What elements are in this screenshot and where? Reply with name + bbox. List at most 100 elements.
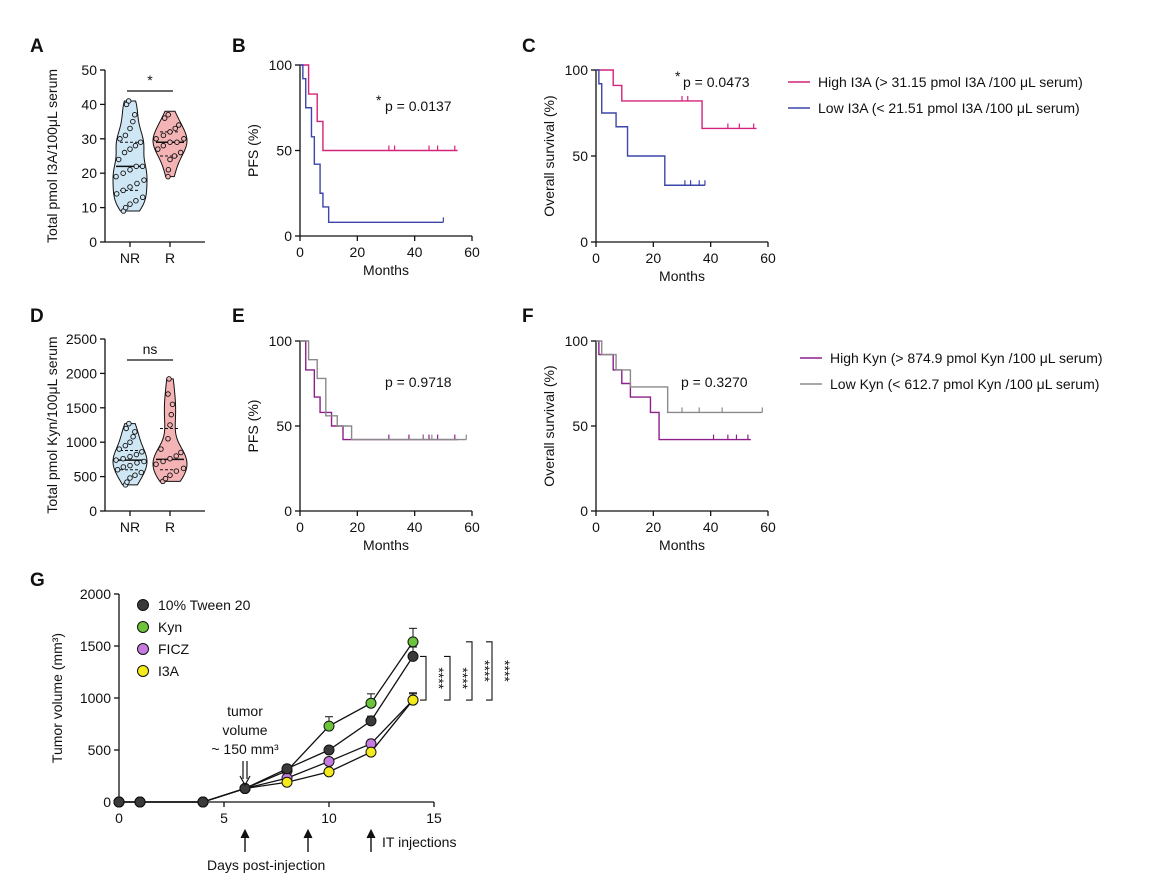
surv-x-tick-label: 20 xyxy=(646,250,662,266)
x-tick-label: R xyxy=(165,250,175,266)
significance-label: **** xyxy=(477,660,493,682)
data-point xyxy=(171,153,178,159)
data-point xyxy=(120,187,126,194)
data-point xyxy=(127,167,133,173)
surv-y-tick-label: 100 xyxy=(269,57,293,73)
panel-label-e: E xyxy=(232,306,245,327)
significance-label: ns xyxy=(143,341,158,357)
point-tween xyxy=(407,650,419,662)
x-tick-label: NR xyxy=(120,250,140,266)
data-point xyxy=(160,458,166,465)
data-point xyxy=(115,156,122,163)
data-point xyxy=(127,462,133,469)
injection-label: IT injections xyxy=(382,834,456,850)
legend-i3a: High I3A (> 31.15 pmol I3A /100 μL serum… xyxy=(788,74,1083,116)
panel-label-c: C xyxy=(522,36,536,57)
km-curve-high-kyn xyxy=(596,340,751,441)
data-point xyxy=(127,439,133,445)
violin-y-tick-label: 0 xyxy=(89,234,97,250)
violin-y-tick-label: 500 xyxy=(74,469,98,485)
data-point xyxy=(127,201,133,207)
violin-chart-kyn: 0 500 1000 1500 2000 2500 Total pmol Kyn/100μL… xyxy=(44,331,205,535)
data-point xyxy=(155,146,161,152)
violin-y-tick-label: 2500 xyxy=(66,331,97,347)
tumor-y-tick-label: 2000 xyxy=(80,586,111,602)
data-point xyxy=(160,132,167,139)
data-point xyxy=(173,468,180,474)
data-point xyxy=(122,442,129,449)
tumor-volume-chart: 0 500 1000 1500 2000 0 5 10 15 Tumor volume (mm³)… xyxy=(49,586,513,873)
data-point xyxy=(161,115,168,121)
point-tween xyxy=(365,715,377,727)
point-kyn xyxy=(323,720,335,732)
violin-y-tick-label: 1500 xyxy=(66,400,97,416)
data-point xyxy=(139,163,146,170)
legend-label-ficz: FICZ xyxy=(158,641,190,657)
data-point xyxy=(167,156,173,163)
point-tween xyxy=(323,744,335,756)
annotation-line-1: tumor xyxy=(227,703,263,719)
data-point xyxy=(133,451,140,458)
data-point xyxy=(137,139,144,145)
km-curve-high-i3a xyxy=(300,64,458,152)
significance-label: **** xyxy=(497,660,513,682)
tumor-x-tick-label: 15 xyxy=(426,810,442,826)
tumor-y-tick-label: 500 xyxy=(88,742,112,758)
significance-star: * xyxy=(675,68,681,84)
pfs-chart-i3a: 0 50 100 0 20 40 60 Months PFS (%) * p = 0.0137 xyxy=(245,57,480,278)
panel-label-g: G xyxy=(30,570,45,591)
surv-x-tick-label: 0 xyxy=(592,519,600,535)
data-point xyxy=(127,125,133,132)
data-point xyxy=(134,180,140,187)
violin-y-tick-label: 20 xyxy=(81,165,97,181)
data-point xyxy=(122,132,129,139)
data-point xyxy=(168,411,175,418)
surv-x-tick-label: 60 xyxy=(760,519,776,535)
data-point xyxy=(120,455,126,462)
surv-y-tick-label: 0 xyxy=(580,234,588,250)
x-axis-label: Months xyxy=(363,262,409,278)
violin-y-tick-label: 10 xyxy=(81,200,97,216)
point-i3a xyxy=(365,746,377,758)
surv-x-tick-label: 20 xyxy=(350,244,366,260)
data-point xyxy=(132,142,139,149)
data-point xyxy=(133,197,139,204)
y-axis-label: Total pmol I3A/100μL serum xyxy=(44,69,60,243)
y-axis-label: Overall survival (%) xyxy=(541,95,557,216)
point-i3a xyxy=(281,776,293,788)
data-point xyxy=(173,453,179,459)
data-point xyxy=(153,136,159,142)
data-point xyxy=(138,469,145,476)
point-i3a xyxy=(323,766,335,778)
data-point xyxy=(180,465,187,472)
surv-x-tick-label: 40 xyxy=(703,250,719,266)
km-curve-low-i3a xyxy=(300,64,444,224)
data-point xyxy=(113,191,120,197)
surv-y-tick-label: 100 xyxy=(565,62,589,78)
tumor-y-tick-label: 1500 xyxy=(80,638,111,654)
violin-chart-i3a: 0 10 20 30 40 50 Total pmol I3A/100μL serum NR R… xyxy=(44,62,205,266)
legend-kyn: High Kyn (> 874.9 pmol Kyn /100 μL serum… xyxy=(800,350,1103,392)
data-point xyxy=(165,111,171,118)
surv-x-tick-label: 60 xyxy=(464,519,480,535)
y-axis-label: PFS (%) xyxy=(245,400,261,453)
data-point xyxy=(132,111,138,118)
surv-y-tick-label: 50 xyxy=(276,143,292,159)
data-point xyxy=(123,425,129,432)
data-point xyxy=(122,204,129,211)
annotation-line-3: ~ 150 mm³ xyxy=(211,741,279,757)
x-axis-label: Days post-injection xyxy=(207,857,325,873)
os-chart-kyn: 0 50 100 0 20 40 60 Months Overall survival (%) p… xyxy=(541,333,776,553)
point-tween xyxy=(197,796,209,808)
surv-x-tick-label: 20 xyxy=(350,519,366,535)
point-tween xyxy=(281,763,293,775)
surv-x-tick-label: 40 xyxy=(407,519,423,535)
violin-y-tick-label: 1000 xyxy=(66,434,97,450)
data-point xyxy=(169,401,176,408)
point-tween xyxy=(113,796,125,808)
data-point xyxy=(167,472,173,478)
data-point xyxy=(174,139,180,145)
significance-label: **** xyxy=(455,667,471,689)
data-point xyxy=(172,125,178,132)
